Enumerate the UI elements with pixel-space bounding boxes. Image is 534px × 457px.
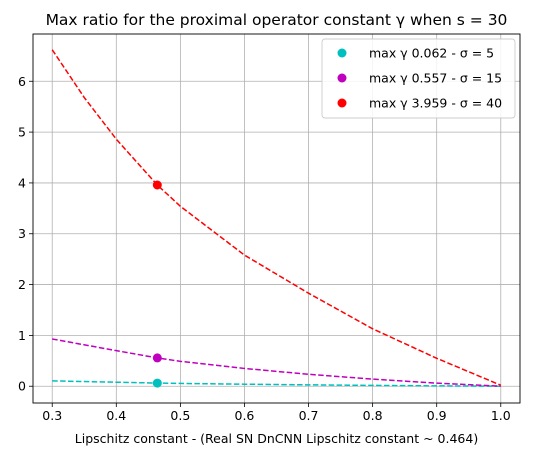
y-tick-label: 0 <box>18 379 26 394</box>
y-tick-label: 4 <box>18 175 26 190</box>
legend-marker-1 <box>337 48 347 58</box>
x-tick-label: 0.5 <box>170 408 190 423</box>
x-tick-label: 0.3 <box>42 408 62 423</box>
legend-marker-2 <box>337 73 347 83</box>
series-line-2 <box>52 338 501 387</box>
series-marker-2 <box>152 353 162 363</box>
series-marker-3 <box>152 180 162 190</box>
legend-marker-3 <box>337 98 347 108</box>
x-tick-label: 0.4 <box>106 408 126 423</box>
legend-entry-2: max γ 0.557 - σ = 15 <box>369 71 502 86</box>
series-marker-1 <box>152 378 162 388</box>
plot-frame <box>32 33 521 404</box>
x-axis-label: Lipschitz constant - (Real SN DnCNN Lips… <box>75 431 478 446</box>
x-axis-ticks: 0.3 0.4 0.5 0.6 0.7 0.8 0.9 1.0 <box>42 403 511 423</box>
y-tick-label: 1 <box>18 328 26 343</box>
series-line-1 <box>52 380 501 387</box>
chart-title: Max ratio for the proximal operator cons… <box>46 11 508 29</box>
legend-entry-1: max γ 0.062 - σ = 5 <box>369 46 494 61</box>
series-line-3 <box>51 49 502 386</box>
series-markers <box>152 180 162 388</box>
x-tick-label: 0.6 <box>235 408 255 423</box>
y-tick-label: 2 <box>18 277 26 292</box>
x-tick-label: 1.0 <box>491 408 511 423</box>
series-lines <box>51 49 502 387</box>
x-tick-label: 0.9 <box>427 408 447 423</box>
legend-box <box>321 38 516 119</box>
legend-entry-3: max γ 3.959 - σ = 40 <box>369 96 502 111</box>
y-tick-label: 6 <box>18 74 26 89</box>
legend: max γ 0.062 - σ = 5 max γ 0.557 - σ = 15 m… <box>321 38 516 119</box>
y-axis-ticks: 0 1 2 3 4 5 6 <box>18 74 33 394</box>
x-tick-label: 0.7 <box>299 408 319 423</box>
y-tick-label: 3 <box>18 226 26 241</box>
x-tick-label: 0.8 <box>363 408 383 423</box>
y-tick-label: 5 <box>18 125 26 140</box>
